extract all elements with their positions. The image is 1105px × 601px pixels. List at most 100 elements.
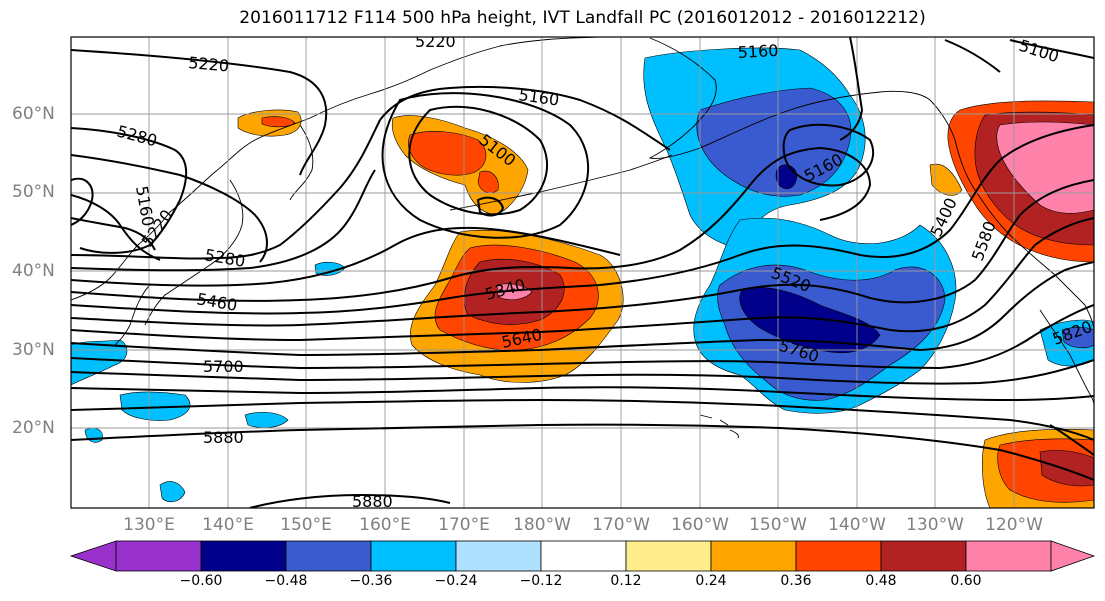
contour-line	[71, 49, 328, 176]
colorbar-extend-right	[1050, 540, 1096, 572]
negative-region-west-2	[119, 391, 191, 421]
negative-region-north-core	[775, 164, 798, 189]
colorbar-bin	[625, 540, 712, 572]
colorbar-tick-label: −0.24	[434, 573, 478, 589]
longitude-label: 170°E	[438, 515, 490, 535]
longitude-label: 160°E	[359, 515, 411, 535]
colorbar-bin	[880, 540, 967, 572]
colorbar-bin	[710, 540, 797, 572]
colorbar-tick-label: −0.60	[179, 573, 223, 589]
negative-region-north-mid	[696, 87, 852, 197]
contour-line	[1049, 424, 1094, 456]
colorbar-tick-label: −0.48	[264, 573, 308, 589]
colorbar-bin	[370, 540, 457, 572]
contour-line	[249, 493, 451, 508]
contour-line	[71, 146, 872, 302]
colorbar-bin	[795, 540, 882, 572]
contour-line	[71, 217, 156, 251]
contour-closed-low	[381, 92, 590, 239]
longitude-label: 150°E	[280, 515, 332, 535]
longitude-label: 130°W	[906, 515, 964, 535]
contour-line	[71, 169, 376, 272]
coast-alaska	[648, 37, 1094, 331]
negative-region-west-3	[159, 481, 186, 503]
colorbar-tick-label: −0.36	[349, 573, 393, 589]
colorbar	[69, 540, 1096, 572]
positive-region-bering-south	[477, 170, 499, 194]
height-contours	[71, 37, 1094, 508]
negative-region-east-mid	[1061, 327, 1094, 349]
contour-line	[71, 359, 1094, 385]
contour-closed-low	[782, 123, 875, 187]
negative-region-west-5	[244, 411, 289, 429]
contour-line	[1009, 39, 1094, 59]
contour-label: 5220	[415, 32, 456, 51]
colorbar-bin	[965, 540, 1052, 572]
shading-layer	[71, 47, 1094, 508]
coast-japan	[144, 179, 244, 326]
negative-region-south-core	[739, 287, 881, 354]
coast-korea	[114, 284, 151, 346]
contour-line	[71, 179, 1094, 327]
positive-region-westcoast-outer	[929, 163, 963, 196]
colorbar-bin	[540, 540, 627, 572]
map-plot-area: 5220 5280 5160 5220 5280 5460 5700 5880 …	[71, 32, 1094, 511]
contour-label: 5160	[737, 41, 779, 62]
contour-line	[71, 124, 1094, 315]
contour-label: 5880	[203, 428, 244, 447]
contour-line	[71, 386, 1094, 402]
longitude-label: 180°W	[513, 515, 571, 535]
contour-line	[71, 304, 1094, 370]
positive-region-southeast-core	[1039, 450, 1094, 487]
contour-label: 5880	[352, 492, 393, 511]
coast-kamchatka	[289, 124, 314, 201]
colorbar-tick-label: −0.12	[519, 573, 563, 589]
longitude-label: 130°E	[123, 515, 175, 535]
latitude-label: 40°N	[12, 261, 55, 281]
coast-hawaii	[699, 414, 739, 439]
contour-line	[71, 261, 1094, 357]
positive-region-westcoast-core	[996, 121, 1094, 214]
longitude-label: 150°W	[749, 515, 807, 535]
longitude-label: 140°E	[202, 515, 254, 535]
contour-line	[839, 37, 864, 141]
colorbar-tick-label: 0.60	[950, 573, 982, 589]
contour-line	[71, 154, 268, 263]
coast-aleutians	[449, 154, 673, 211]
negative-region-west-1	[71, 339, 128, 386]
latitude-label: 50°N	[12, 182, 55, 202]
colorbar-tick-label: 0.48	[865, 573, 897, 589]
colorbar-bin	[455, 540, 542, 572]
colorbar-tick-label: 0.12	[610, 573, 642, 589]
contour-label: 5700	[203, 357, 244, 376]
contour-line	[71, 85, 671, 260]
colorbar-tick-label: 0.36	[780, 573, 812, 589]
map-frame	[70, 36, 1095, 509]
contour-line	[71, 398, 1094, 441]
latitude-label: 60°N	[12, 104, 55, 124]
longitude-label: 160°W	[671, 515, 729, 535]
contour-line	[944, 39, 1001, 73]
contour-closed-low	[476, 196, 505, 217]
colorbar-tick-label: 0.24	[695, 573, 727, 589]
contour-label: 5220	[188, 53, 230, 75]
colorbar-extend-left	[69, 540, 117, 572]
contour-line	[71, 423, 1094, 481]
longitude-label: 170°W	[592, 515, 650, 535]
latitude-label: 30°N	[12, 340, 55, 360]
contour-line	[71, 194, 161, 261]
longitude-label: 120°W	[985, 515, 1043, 535]
positive-region-okhotsk-core	[261, 116, 296, 128]
contour-closed-low	[408, 105, 549, 216]
map-title: 2016011712 F114 500 hPa height, IVT Land…	[239, 8, 926, 28]
colorbar-bin	[200, 540, 287, 572]
latitude-label: 20°N	[12, 418, 55, 438]
positive-region-central-core	[496, 283, 533, 301]
contour-line	[71, 217, 1094, 342]
colorbar-bin	[285, 540, 372, 572]
colorbar-bin	[115, 540, 202, 572]
contour-line	[71, 177, 94, 226]
contour-line	[71, 127, 188, 254]
longitude-label: 140°W	[828, 515, 886, 535]
